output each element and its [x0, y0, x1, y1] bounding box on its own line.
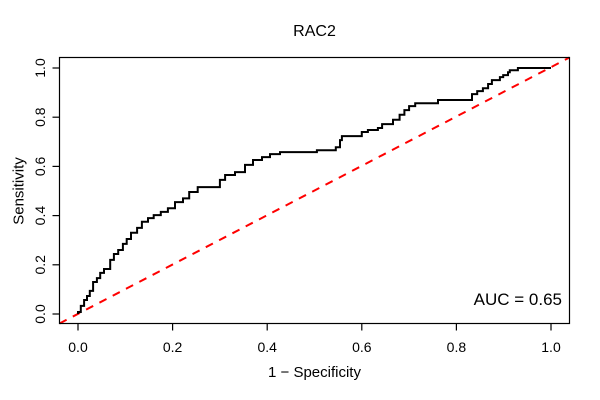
- y-tick-label: 0.2: [32, 255, 48, 275]
- x-tick-label: 0.2: [163, 339, 183, 355]
- x-tick-label: 0.0: [68, 339, 88, 355]
- x-axis-label: 1 − Specificity: [268, 364, 361, 381]
- auc-annotation: AUC = 0.65: [473, 290, 562, 309]
- roc-curve-line: [77, 67, 551, 314]
- y-tick-label: 0.4: [32, 206, 48, 226]
- x-tick-label: 1.0: [541, 339, 561, 355]
- x-tick-label: 0.4: [257, 339, 277, 355]
- reference-diagonal-line: [59, 56, 570, 325]
- x-tick-label: 0.8: [447, 339, 467, 355]
- y-tick-label: 0.6: [32, 156, 48, 176]
- y-tick-label: 0.8: [32, 107, 48, 127]
- chart-title: RAC2: [293, 23, 336, 40]
- x-tick-label: 0.6: [352, 339, 372, 355]
- y-tick-label: 0.0: [32, 304, 48, 324]
- plot-border: [58, 56, 571, 325]
- y-tick-label: 1.0: [32, 58, 48, 78]
